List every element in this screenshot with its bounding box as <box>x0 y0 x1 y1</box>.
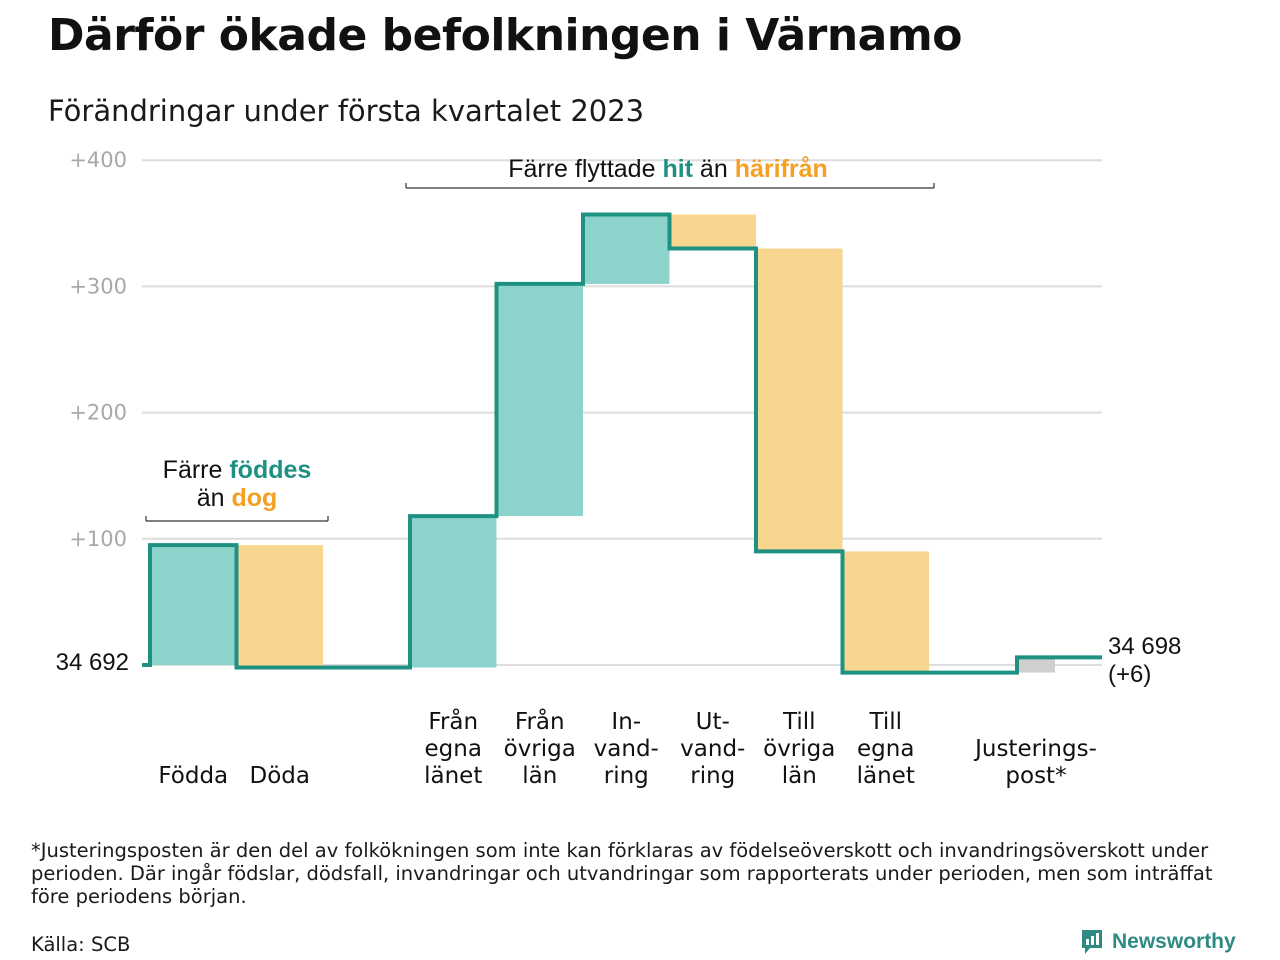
bar-outflow <box>756 248 843 552</box>
source-note: Källa: SCB <box>31 933 131 956</box>
category-label: Från egna länet <box>424 707 482 789</box>
bar-inflow <box>583 214 670 284</box>
annotation-natal-line2: än dog <box>197 484 278 512</box>
chart-subtitle: Förändringar under första kvartalet 2023 <box>48 94 645 128</box>
start-value-label: 34 692 <box>56 649 129 676</box>
end-value-label: 34 698 <box>1108 633 1181 660</box>
category-label: Till övriga län <box>763 709 835 789</box>
cumulative-line <box>142 212 1102 675</box>
footnote: *Justeringsposten är den del av folkökni… <box>31 839 1213 908</box>
y-tick-label: +100 <box>69 527 127 551</box>
bar-outflow <box>842 551 929 673</box>
waterfall-chart: +100 +200 +300 +400 34 692 34 698(+6) Födda Dö… <box>56 148 1182 789</box>
bar-outflow <box>669 214 756 249</box>
bar-inflow <box>496 283 583 517</box>
category-label: Från övriga län <box>504 707 576 789</box>
bar-inflow <box>410 516 497 668</box>
bar-outflow <box>236 545 323 668</box>
annotation-natal-line1: Färre föddes <box>163 456 312 484</box>
line-layer <box>142 212 1102 675</box>
y-tick-label: +300 <box>69 274 127 298</box>
brand-icon <box>1082 930 1102 954</box>
annotation-natal-bracket <box>145 516 329 522</box>
bar-inflow <box>150 545 237 665</box>
bar-layer <box>150 214 1055 673</box>
category-label: Justerings-post* <box>973 736 1097 789</box>
annotation-migration: Färre flyttade hit än härifrån <box>508 155 828 183</box>
annotation-migration-bracket <box>405 183 935 189</box>
category-label: Ut-vand-ring <box>680 709 745 789</box>
brand-name: Newsworthy <box>1112 930 1236 953</box>
category-label: In-vand-ring <box>594 709 659 789</box>
brand-logo: Newsworthy <box>1080 928 1236 956</box>
category-label: Födda <box>158 763 228 789</box>
y-tick-label: +200 <box>69 401 127 425</box>
chart-title: Därför ökade befolkningen i Värnamo <box>48 10 962 61</box>
bar-adjustment <box>1017 657 1055 673</box>
label-layer: 34 692 34 698(+6) Födda Döda Från egna länet Fr… <box>56 633 1182 789</box>
end-change-label: (+6) <box>1108 661 1151 688</box>
category-label: Döda <box>250 763 310 789</box>
y-tick-label: +400 <box>69 148 127 172</box>
category-label: Till egna länet <box>857 709 915 789</box>
